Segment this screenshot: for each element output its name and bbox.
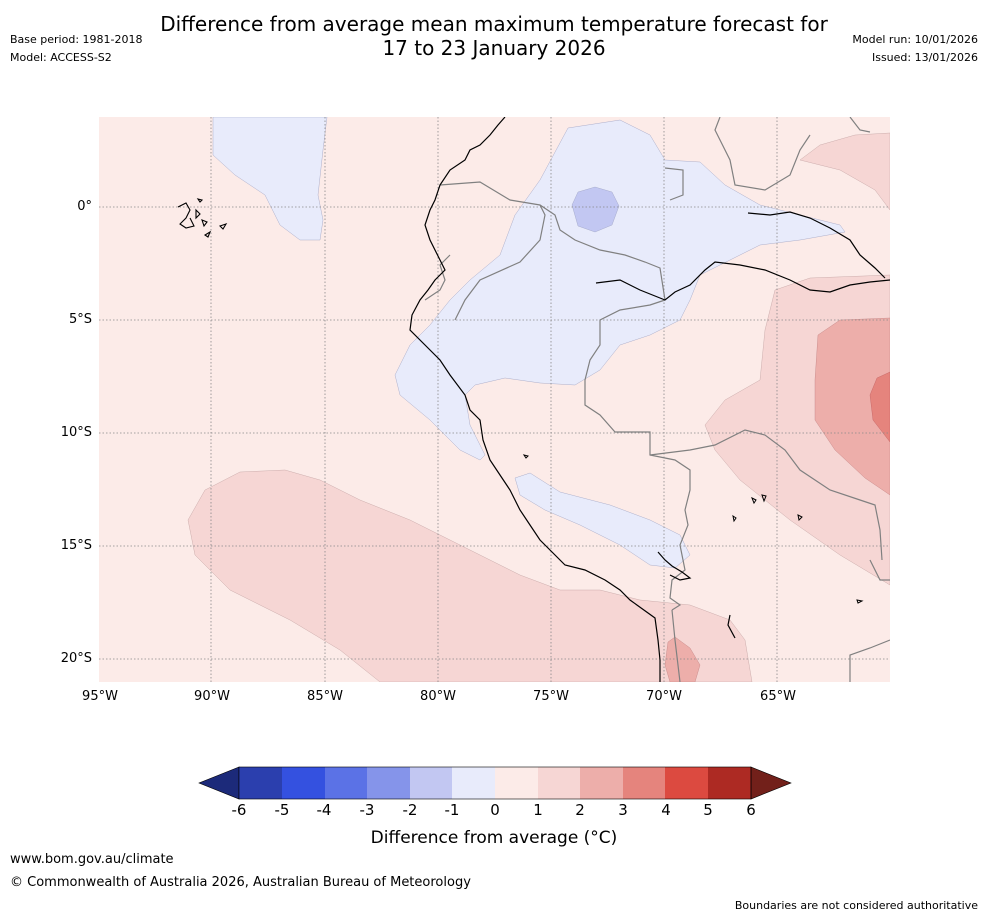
title-line-1: Difference from average mean maximum tem… [160, 12, 828, 36]
anomaly-neg1-offshore [212, 117, 328, 241]
colorbar-segment-10 [623, 767, 665, 799]
coastline [409, 117, 890, 682]
lon-label-75w: 75°W [533, 689, 569, 704]
chart-title: Difference from average mean maximum tem… [0, 12, 988, 60]
colorbar-tick: 5 [703, 801, 713, 819]
issued-date: Issued: 13/01/2026 [871, 51, 978, 64]
anomaly-neg1-amazon [394, 119, 846, 461]
meta-left: Base period: 1981-2018 Model: ACCESS-S2 [10, 31, 142, 67]
anomaly-pos3-east [869, 371, 890, 443]
country-borders [424, 117, 890, 682]
colorbar-tick: -3 [359, 801, 375, 819]
lon-label-70w: 70°W [646, 689, 682, 704]
colorbar-segment-6 [452, 767, 495, 799]
title-line-2: 17 to 23 January 2026 [382, 36, 606, 60]
lon-label-95w: 95°W [82, 689, 118, 704]
lon-label-65w: 65°W [760, 689, 796, 704]
colorbar-segment-11 [665, 767, 708, 799]
footer-disclaimer: Boundaries are not considered authoritat… [734, 899, 978, 912]
colorbar-label: Difference from average (°C) [370, 828, 618, 848]
colorbar-segment-3 [325, 767, 367, 799]
colorbar-tick: -5 [274, 801, 290, 819]
colorbar-segment-7 [495, 767, 538, 799]
colorbar-segment-9 [580, 767, 623, 799]
lat-label-5s: 5°S [68, 312, 92, 327]
anomaly-pos2-east [814, 317, 890, 496]
colorbar-segment-2 [282, 767, 325, 799]
colorbar-tick: -2 [402, 801, 418, 819]
anomaly-neg2-spot [571, 186, 620, 233]
lat-label-15s: 15°S [60, 538, 92, 553]
colorbar-tick: -6 [231, 801, 247, 819]
lon-label-80w: 80°W [420, 689, 456, 704]
lat-label-0: 0° [77, 199, 92, 214]
colorbar-tick: 4 [661, 801, 671, 819]
colorbar-segment-5 [410, 767, 452, 799]
galapagos-islands [177, 198, 228, 238]
colorbar-outline [238, 766, 752, 800]
colorbar-tick: 1 [533, 801, 543, 819]
colorbar-segment-1 [239, 767, 282, 799]
footer-url[interactable]: www.bom.gov.au/climate [10, 852, 174, 867]
colorbar-segment-12 [708, 767, 751, 799]
colorbar-arrow-left [198, 766, 240, 800]
lon-label-90w: 90°W [194, 689, 230, 704]
colorbar-tick: -4 [316, 801, 332, 819]
lat-label-20s: 20°S [60, 651, 92, 666]
base-period: Base period: 1981-2018 [10, 33, 143, 46]
model-run: Model run: 10/01/2026 [852, 33, 978, 46]
colorbar-segment-4 [367, 767, 410, 799]
footer-copyright: © Commonwealth of Australia 2026, Austra… [10, 875, 471, 890]
colorbar-tick: 2 [575, 801, 585, 819]
colorbar-segment-8 [538, 767, 580, 799]
colorbar-tick: 6 [746, 801, 756, 819]
colorbar-tick: 3 [618, 801, 628, 819]
lon-label-85w: 85°W [307, 689, 343, 704]
meta-right: Model run: 10/01/2026 Issued: 13/01/2026 [852, 31, 978, 67]
colorbar-arrow-right [750, 766, 792, 800]
colorbar-tick: -1 [444, 801, 460, 819]
small-lakes [522, 454, 864, 604]
model-name: Model: ACCESS-S2 [10, 51, 112, 64]
anomaly-pos2-south [664, 636, 701, 682]
colorbar-tick: 0 [490, 801, 500, 819]
anomaly-pos1-offshore-south [187, 469, 753, 682]
lat-label-10s: 10°S [60, 425, 92, 440]
